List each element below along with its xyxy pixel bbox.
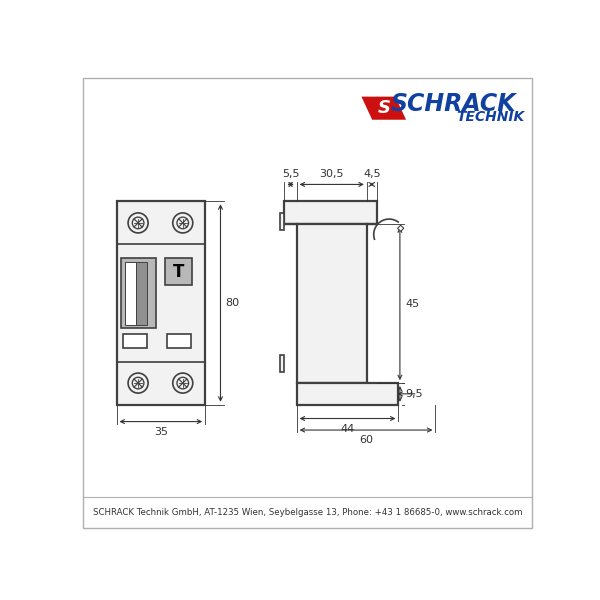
Polygon shape: [361, 97, 406, 120]
Text: 60: 60: [359, 436, 373, 445]
Text: 35: 35: [154, 427, 168, 437]
Bar: [136, 262, 146, 325]
Text: 30,5: 30,5: [320, 169, 344, 179]
Bar: [280, 213, 284, 230]
Bar: [280, 355, 284, 371]
Text: 4,5: 4,5: [363, 169, 380, 179]
Bar: [116, 202, 205, 404]
Text: SCHRACK: SCHRACK: [391, 92, 517, 116]
Bar: [123, 334, 148, 347]
Text: 9,5: 9,5: [405, 389, 423, 399]
Bar: [165, 259, 192, 285]
Text: 44: 44: [340, 424, 355, 434]
Text: 45: 45: [405, 299, 419, 309]
Text: SCHRACK Technik GmbH, AT-1235 Wien, Seybelgasse 13, Phone: +43 1 86685-0, www.sc: SCHRACK Technik GmbH, AT-1235 Wien, Seyb…: [93, 508, 522, 517]
Bar: [297, 383, 398, 404]
Bar: [121, 259, 156, 328]
Bar: [125, 262, 136, 325]
Text: T: T: [172, 263, 184, 281]
Text: 5,5: 5,5: [282, 169, 299, 179]
Polygon shape: [398, 225, 404, 232]
Bar: [167, 334, 191, 347]
Bar: [297, 224, 367, 383]
Text: 80: 80: [225, 298, 239, 308]
Bar: [284, 202, 377, 224]
Text: S: S: [377, 99, 390, 117]
Text: TECHNIK: TECHNIK: [456, 110, 524, 124]
